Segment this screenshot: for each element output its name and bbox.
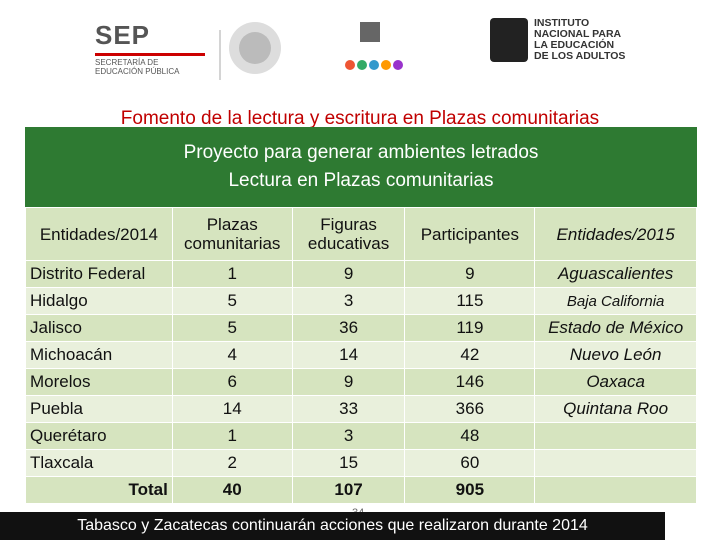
number-cell: 9 bbox=[291, 368, 406, 396]
number-cell: 9 bbox=[404, 260, 536, 288]
entity-2015-cell: Aguascalientes bbox=[534, 260, 697, 288]
number-cell: 48 bbox=[404, 422, 536, 450]
number-cell: 115 bbox=[404, 287, 536, 315]
number-cell: 119 bbox=[404, 314, 536, 342]
entity-cell: Hidalgo bbox=[25, 287, 173, 315]
sep-line: SECRETARÍA DE bbox=[95, 58, 159, 67]
inea-text: INSTITUTO NACIONAL PARA LA EDUCACIÓN DE … bbox=[534, 18, 654, 62]
table-row: Querétaro 1 3 48 bbox=[25, 422, 697, 450]
entity-2015-cell: Quintana Roo bbox=[534, 395, 697, 423]
inea-line: NACIONAL PARA bbox=[534, 28, 622, 40]
number-cell: 366 bbox=[404, 395, 536, 423]
total-row: Total 40 107 905 bbox=[25, 476, 697, 504]
table-row: Distrito Federal 1 9 9 Aguascalientes bbox=[25, 260, 697, 288]
header-cell: Figuras educativas bbox=[291, 207, 406, 261]
number-cell: 14 bbox=[291, 341, 406, 369]
inea-icon bbox=[490, 18, 528, 62]
entity-cell: Michoacán bbox=[25, 341, 173, 369]
number-cell: 42 bbox=[404, 341, 536, 369]
sep-line: EDUCACIÓN PÚBLICA bbox=[95, 67, 180, 76]
number-cell: 5 bbox=[171, 314, 293, 342]
entity-2015-cell: Baja California bbox=[534, 287, 697, 315]
number-cell: 60 bbox=[404, 449, 536, 477]
number-cell: 9 bbox=[291, 260, 406, 288]
header-cell: Participantes bbox=[404, 207, 536, 261]
table-row: Tlaxcala 2 15 60 bbox=[25, 449, 697, 477]
entity-cell: Tlaxcala bbox=[25, 449, 173, 477]
entity-2015-cell: Estado de México bbox=[534, 314, 697, 342]
number-cell: 2 bbox=[171, 449, 293, 477]
number-cell: 1 bbox=[171, 422, 293, 450]
entity-cell: Morelos bbox=[25, 368, 173, 396]
number-cell: 15 bbox=[291, 449, 406, 477]
footer: Tabasco y Zacatecas continuarán acciones… bbox=[0, 512, 665, 540]
figures bbox=[345, 60, 403, 70]
header-row: Entidades/2014 Plazas comunitarias Figuras… bbox=[25, 207, 697, 261]
title: Fomento de la lectura y escritura en Pla… bbox=[120, 108, 600, 129]
number-cell: 3 bbox=[291, 287, 406, 315]
total-cell: 107 bbox=[291, 476, 406, 504]
entity-2015-cell bbox=[534, 422, 697, 450]
total-cell: 40 bbox=[171, 476, 293, 504]
entity-2015-cell: Oaxaca bbox=[534, 368, 697, 396]
entity-2015-cell bbox=[534, 449, 697, 477]
number-cell: 3 bbox=[291, 422, 406, 450]
subtitle: Proyecto para generar ambientes letrados bbox=[183, 142, 539, 163]
inea-line: DE LOS ADULTOS bbox=[534, 50, 626, 62]
table-row: Hidalgo 5 3 115 Baja California bbox=[25, 287, 697, 315]
entity-cell: Jalisco bbox=[25, 314, 173, 342]
table-row: Michoacán 4 14 42 Nuevo León bbox=[25, 341, 697, 369]
number-cell: 6 bbox=[171, 368, 293, 396]
number-cell: 1 bbox=[171, 260, 293, 288]
seal-inner bbox=[239, 32, 271, 64]
number-cell: 5 bbox=[171, 287, 293, 315]
entity-cell: Distrito Federal bbox=[25, 260, 173, 288]
number-cell: 4 bbox=[171, 341, 293, 369]
number-cell: 146 bbox=[404, 368, 536, 396]
inea-line: INSTITUTO bbox=[534, 17, 590, 29]
data-table: Entidades/2014 Plazas comunitarias Figuras… bbox=[25, 207, 697, 504]
header-cell: Entidades/2015 bbox=[534, 207, 697, 261]
entity-cell: Puebla bbox=[25, 395, 173, 423]
subtitle-box: Proyecto para generar ambientes letrados… bbox=[25, 127, 697, 207]
entity-2015-cell: Nuevo León bbox=[534, 341, 697, 369]
entity-cell: Querétaro bbox=[25, 422, 173, 450]
total-cell: 905 bbox=[404, 476, 536, 504]
icon bbox=[360, 22, 380, 42]
table-row: Puebla 14 33 366 Quintana Roo bbox=[25, 395, 697, 423]
number-cell: 36 bbox=[291, 314, 406, 342]
number-cell: 14 bbox=[171, 395, 293, 423]
table-row: Jalisco 5 36 119 Estado de México bbox=[25, 314, 697, 342]
number-cell: 33 bbox=[291, 395, 406, 423]
table-row: Morelos 6 9 146 Oaxaca bbox=[25, 368, 697, 396]
subtitle: Lectura en Plazas comunitarias bbox=[228, 170, 494, 191]
total-label: Total bbox=[25, 476, 173, 504]
logos bbox=[219, 22, 403, 80]
empty-cell bbox=[534, 476, 697, 504]
header-cell: Entidades/2014 bbox=[25, 207, 173, 261]
sep-bar bbox=[95, 53, 205, 56]
header-cell: Plazas comunitarias bbox=[171, 207, 293, 261]
inea-line: LA EDUCACIÓN bbox=[534, 39, 615, 51]
sep-text: SEP bbox=[95, 20, 151, 50]
sep-logo: SEP SECRETARÍA DE EDUCACIÓN PÚBLICA bbox=[95, 20, 205, 80]
